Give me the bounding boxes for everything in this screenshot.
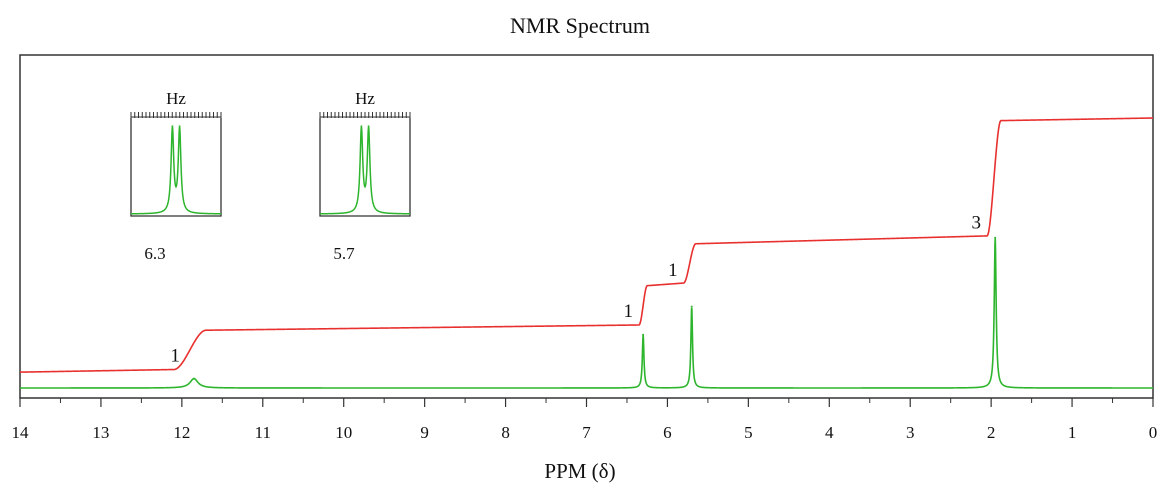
zoom-inset: Hz 6.3 xyxy=(130,89,222,263)
plot-frame xyxy=(19,54,1154,399)
chart-title: NMR Spectrum xyxy=(510,13,650,38)
inset-ppm-label: 5.7 xyxy=(333,244,355,263)
spectrum-curve xyxy=(20,237,1153,389)
x-tick-label: 11 xyxy=(255,423,271,442)
x-tick-label: 10 xyxy=(335,423,352,442)
x-tick-label: 5 xyxy=(744,423,753,442)
x-tick-label: 12 xyxy=(173,423,190,442)
inset-frame xyxy=(319,118,411,217)
integral-label: 3 xyxy=(972,212,982,233)
spectrum-peak xyxy=(690,305,693,308)
inset-doublet xyxy=(130,125,222,215)
inset-ppm-label: 6.3 xyxy=(144,244,165,263)
x-tick-label: 4 xyxy=(825,423,834,442)
x-tick-label: 3 xyxy=(906,423,915,442)
inset-unit-label: Hz xyxy=(355,89,375,108)
inset-doublet xyxy=(319,125,411,215)
spectrum-peak xyxy=(994,236,997,239)
x-tick-label: 13 xyxy=(92,423,109,442)
inset-frame xyxy=(130,118,222,217)
x-tick-label: 9 xyxy=(420,423,429,442)
integral-label: 1 xyxy=(624,301,634,322)
x-tick-label: 8 xyxy=(501,423,510,442)
integral-curve xyxy=(19,117,1154,373)
x-tick-label: 7 xyxy=(582,423,591,442)
integral-label: 1 xyxy=(668,260,678,281)
x-tick-label: 6 xyxy=(663,423,672,442)
x-tick-label: 1 xyxy=(1068,423,1077,442)
x-tick-label: 14 xyxy=(12,423,30,442)
integral-label: 1 xyxy=(170,346,180,367)
x-tick-label: 2 xyxy=(987,423,996,442)
x-axis-label: PPM (δ) xyxy=(544,459,615,483)
spectrum-peak xyxy=(642,333,645,336)
spectrum-peak xyxy=(192,377,195,380)
x-tick-label: 0 xyxy=(1149,423,1158,442)
inset-unit-label: Hz xyxy=(166,89,186,108)
zoom-inset: Hz 5.7 xyxy=(319,89,411,263)
